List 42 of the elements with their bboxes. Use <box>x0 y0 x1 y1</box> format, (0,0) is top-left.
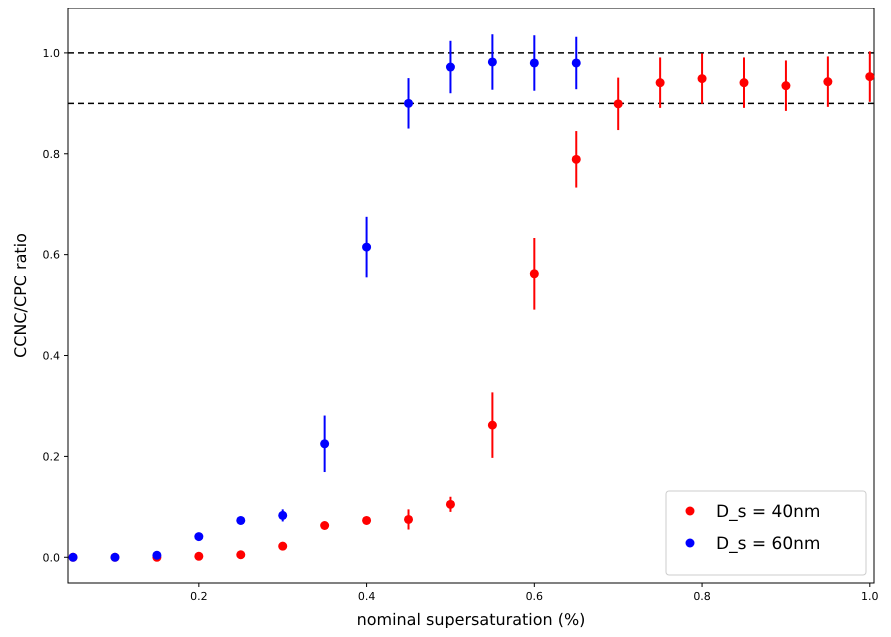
point <box>194 532 204 542</box>
y-tick-label: 1.0 <box>42 46 60 60</box>
point <box>698 74 707 84</box>
y-tick-label: 0.8 <box>42 148 60 161</box>
y-tick-label: 0.6 <box>42 248 60 262</box>
point <box>614 99 623 108</box>
point <box>488 57 497 66</box>
point <box>740 78 748 88</box>
y-tick-label: 0.0 <box>42 551 60 564</box>
point <box>446 500 455 509</box>
legend-label: D_s = 40nm <box>716 502 820 522</box>
point <box>194 552 204 561</box>
point <box>320 521 330 530</box>
point <box>362 242 372 252</box>
point <box>530 269 539 278</box>
legend-label: D_s = 60nm <box>716 534 820 554</box>
point <box>320 439 330 448</box>
point <box>278 510 288 520</box>
point <box>656 78 665 88</box>
point <box>572 58 581 68</box>
point <box>236 550 246 560</box>
point <box>404 98 414 108</box>
x-tick-label: 0.8 <box>693 590 711 603</box>
point <box>572 154 581 164</box>
x-tick-label: 0.6 <box>526 590 544 603</box>
point <box>781 81 790 90</box>
point <box>446 62 455 72</box>
x-tick-label: 0.4 <box>358 590 376 603</box>
point <box>278 542 288 551</box>
x-axis-title: nominal supersaturation (%) <box>356 610 586 629</box>
point <box>362 516 372 525</box>
point <box>404 514 414 524</box>
point <box>530 58 539 68</box>
y-tick-label: 0.2 <box>42 450 60 464</box>
y-axis-title: CCNC/CPC ratio <box>11 233 30 358</box>
y-tick-label: 0.4 <box>42 350 60 363</box>
x-tick-label: 1.0 <box>861 590 879 603</box>
point <box>488 420 497 430</box>
point <box>823 77 832 86</box>
point <box>865 72 874 82</box>
x-tick-label: 0.2 <box>190 590 208 603</box>
point <box>236 516 246 525</box>
